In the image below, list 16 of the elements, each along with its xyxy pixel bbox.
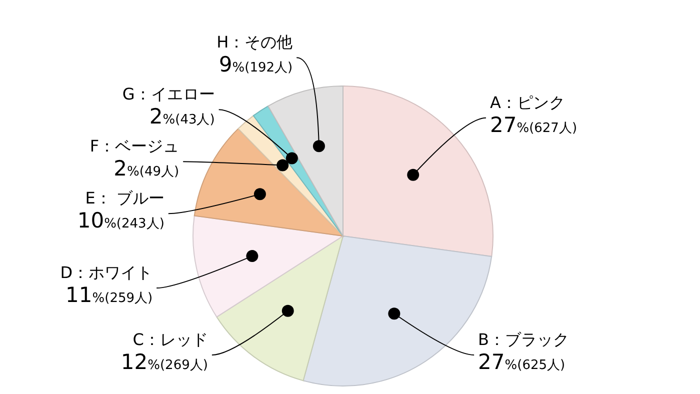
slice-label: H：その他 (216, 32, 293, 52)
slice-label: D：ホワイト (60, 263, 153, 282)
data-label: 11%(259人) (66, 283, 153, 308)
slice-label: E： ブルー (85, 188, 164, 208)
slice-label: C：レッド (132, 330, 208, 349)
data-label: 27%(627人) (490, 112, 578, 137)
slice-label: B：ブラック (478, 330, 570, 349)
data-label: 10%(243人) (77, 208, 164, 233)
data-label: 9%(192人) (218, 52, 293, 77)
data-label: 12%(269人) (120, 350, 208, 374)
slice-label: A：ピンク (490, 92, 565, 112)
slice-label: F：ベージュ (90, 136, 180, 156)
data-label: 2%(49人) (114, 156, 180, 181)
data-label: 27%(625人) (478, 350, 566, 374)
data-label: 2%(43人) (149, 104, 215, 129)
slice-label: G：イエロー (122, 84, 215, 104)
